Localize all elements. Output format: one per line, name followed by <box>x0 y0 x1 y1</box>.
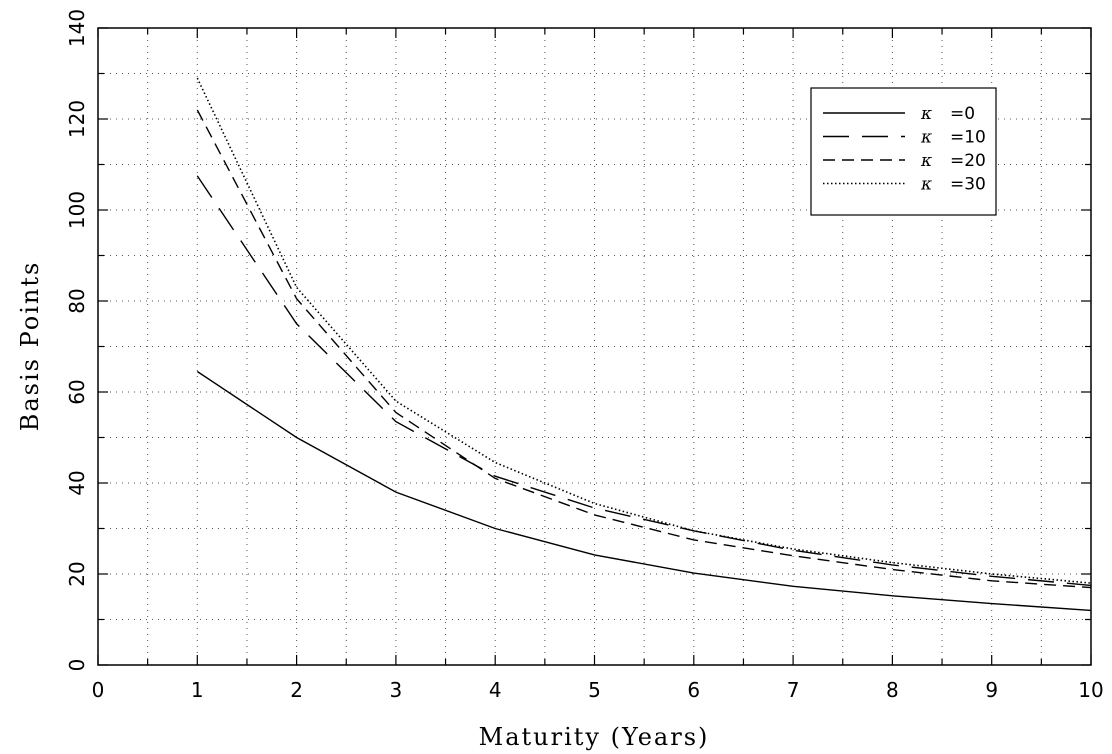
series-line-kappa-0 <box>196 370 1092 612</box>
y-tick-label: 20 <box>65 561 89 586</box>
y-tick-label: 40 <box>65 470 89 495</box>
y-tick-label: 60 <box>65 379 89 404</box>
x-tick-label: 10 <box>1078 678 1103 702</box>
legend-box <box>810 87 997 216</box>
legend-symbol: κ <box>920 175 932 195</box>
y-axis-label: Basis Points <box>16 261 44 432</box>
y-tick-label: 120 <box>65 100 89 138</box>
y-tick-label: 140 <box>65 9 89 47</box>
x-tick-label: 0 <box>92 678 105 702</box>
series-line-kappa-30 <box>196 77 1092 584</box>
x-tick-label: 4 <box>489 678 502 702</box>
legend-value: =0 <box>950 104 975 124</box>
x-tick-label: 2 <box>290 678 303 702</box>
legend-symbol: κ <box>920 104 932 124</box>
y-tick-label: 0 <box>65 659 89 672</box>
x-tick-label: 6 <box>687 678 700 702</box>
series-line-kappa-10 <box>196 175 1092 587</box>
x-tick-label: 5 <box>588 678 601 702</box>
x-tick-label: 7 <box>787 678 800 702</box>
legend-symbol: κ <box>920 151 932 171</box>
legend-symbol: κ <box>920 128 932 148</box>
y-tick-label: 80 <box>65 288 89 313</box>
legend: κ =0 κ =10 κ =20 κ =30 <box>810 87 997 216</box>
y-tick-label: 100 <box>65 191 89 229</box>
x-tick-label: 1 <box>191 678 204 702</box>
series <box>196 77 1092 612</box>
series-line-kappa-20 <box>196 109 1092 589</box>
x-tick-label: 3 <box>390 678 403 702</box>
x-tick-label: 9 <box>985 678 998 702</box>
x-axis-label: Maturity (Years) <box>479 723 710 751</box>
legend-value: =20 <box>950 151 986 171</box>
legend-value: =10 <box>950 128 986 148</box>
grid <box>98 28 1091 665</box>
legend-items: κ =0 κ =10 κ =20 κ =30 <box>823 104 986 195</box>
x-tick-label: 8 <box>886 678 899 702</box>
legend-value: =30 <box>950 175 986 195</box>
